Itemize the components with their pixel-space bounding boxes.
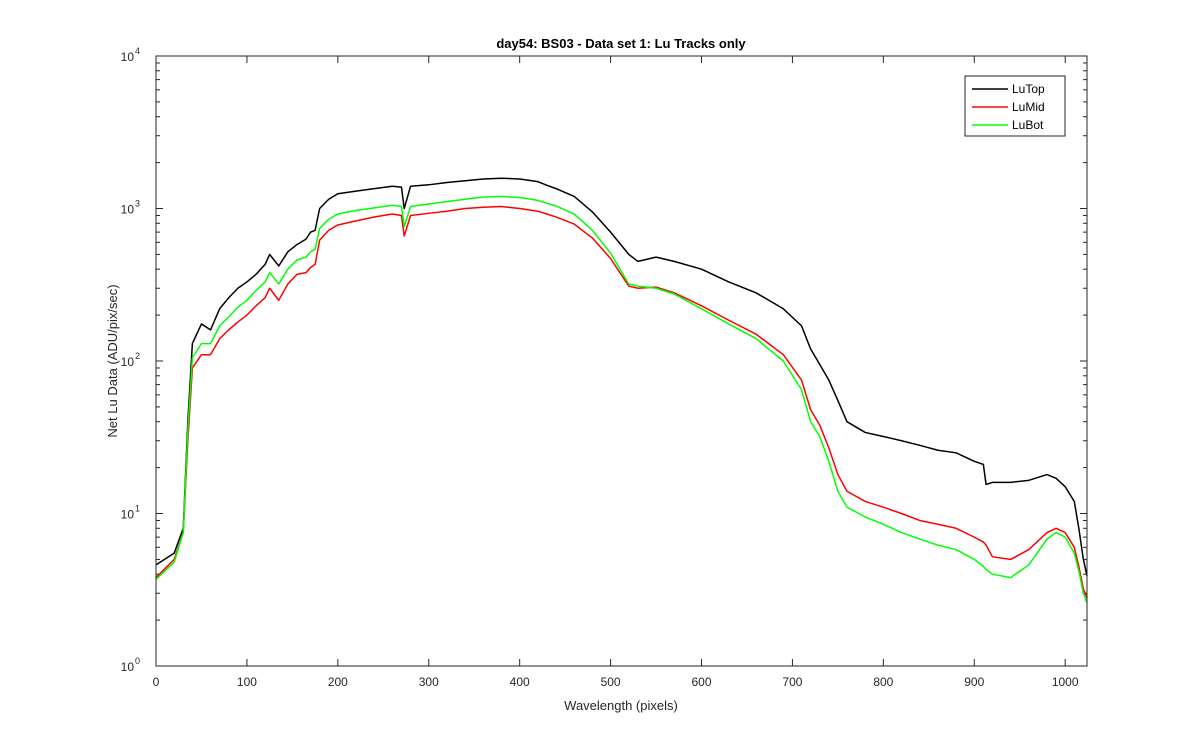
- y-tick-label-exponent: 2: [135, 351, 140, 361]
- x-axis-title: Wavelength (pixels): [564, 698, 678, 713]
- x-tick-label: 700: [782, 675, 802, 689]
- y-tick-label-base: 10: [121, 355, 135, 369]
- series-line-lumid: [155, 205, 1088, 599]
- x-tick-label: 500: [601, 675, 621, 689]
- x-tick-labels: 0 100 200 300 400 500 600 700 800 900 1000: [153, 675, 1079, 689]
- x-tick-label: 100: [237, 675, 257, 689]
- y-tick-label: 10 4: [121, 46, 140, 64]
- x-tick-label: 600: [691, 675, 711, 689]
- series-layer: [155, 177, 1088, 603]
- x-tick-label: 900: [964, 675, 984, 689]
- plot-frame: [155, 55, 1088, 667]
- x-tick-label: 1000: [1052, 675, 1079, 689]
- plot-background: [156, 56, 1087, 666]
- legend-box: [964, 75, 1066, 137]
- y-tick-label-base: 10: [121, 50, 135, 64]
- chart-title: day54: BS03 - Data set 1: Lu Tracks only: [496, 36, 746, 51]
- y-tick-label-exponent: 1: [135, 504, 140, 514]
- y-tick-label: 10 3: [121, 199, 140, 217]
- x-tick-label: 400: [510, 675, 530, 689]
- y-tick-label: 10 0: [121, 656, 140, 674]
- x-tick-label: 300: [419, 675, 439, 689]
- x-tick-label: 0: [153, 675, 160, 689]
- legend-label-lutop: LuTop: [1012, 82, 1045, 96]
- y-axis-title: Net Lu Data (ADU/pix/sec): [105, 284, 120, 437]
- y-tick-label-base: 10: [121, 508, 135, 522]
- x-tick-label: 800: [873, 675, 893, 689]
- legend-label-lumid: LuMid: [1012, 100, 1045, 114]
- y-tick-label-base: 10: [121, 203, 135, 217]
- series-line-lutop: [155, 177, 1088, 577]
- y-tick-label: 10 2: [121, 351, 140, 369]
- y-tick-label: 10 1: [121, 504, 140, 522]
- legend-label-lubot: LuBot: [1012, 118, 1044, 132]
- y-tick-label-exponent: 3: [135, 199, 140, 209]
- y-tick-label-exponent: 4: [135, 46, 140, 56]
- y-tick-label-base: 10: [121, 660, 135, 674]
- y-tick-label-exponent: 0: [135, 656, 140, 666]
- series-line-lubot: [155, 195, 1088, 603]
- legend: LuTop LuMid LuBot: [964, 75, 1066, 137]
- x-tick-label: 200: [328, 675, 348, 689]
